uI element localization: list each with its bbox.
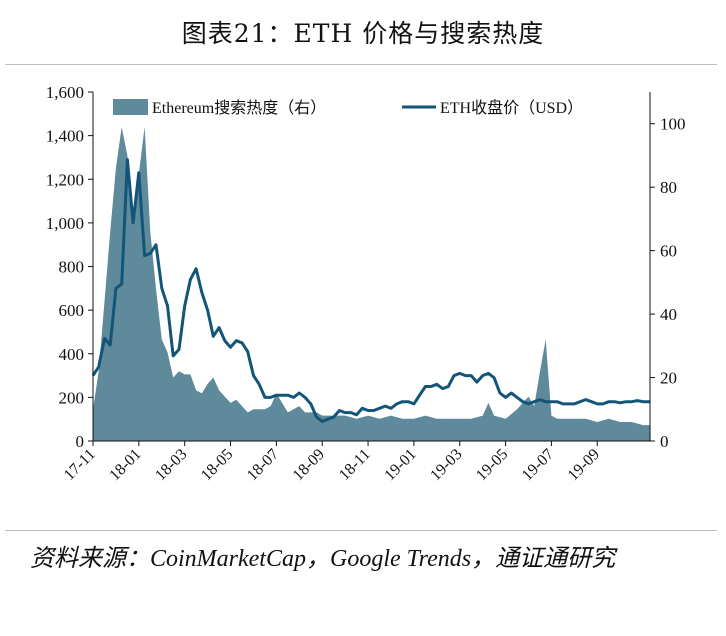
- title-divider: [5, 64, 717, 65]
- y-right-tick-label: 60: [660, 242, 677, 261]
- x-tick-label: 19-03: [427, 446, 465, 484]
- chart-canvas: 0 200 400 600 800 1,000 1,200 1,400 1,600 0 20 40 60…: [46, 83, 686, 484]
- y-left-tick-label: 1,600: [46, 83, 84, 102]
- y-left-tick-label: 1,200: [46, 170, 84, 189]
- y-right-tick-label: 80: [660, 178, 677, 197]
- x-tick-label: 19-01: [381, 446, 419, 484]
- search-heat-area: [93, 126, 650, 442]
- y-right-tick-label: 20: [660, 369, 677, 388]
- legend: Ethereum搜索热度（右） ETH收盘价（USD）: [113, 98, 583, 117]
- source-note: 资料来源：CoinMarketCap，Google Trends，通证通研究: [30, 546, 616, 572]
- y-right-tick-label: 0: [660, 432, 669, 451]
- x-tick-label: 18-09: [290, 446, 328, 484]
- source-divider: [5, 530, 717, 531]
- x-tick-label: 19-09: [565, 446, 603, 484]
- y-right-tick-label: 100: [660, 115, 686, 134]
- x-tick-label: 18-01: [106, 446, 144, 484]
- x-tick-label: 18-05: [198, 446, 236, 484]
- y-left-tick-label: 1,000: [46, 214, 84, 233]
- y-left-tick-label: 600: [59, 301, 85, 320]
- x-tick-label: 19-05: [473, 446, 511, 484]
- y-left-tick-label: 200: [59, 388, 85, 407]
- y-left-tick-label: 400: [59, 345, 85, 364]
- y-right-tick-label: 40: [660, 305, 677, 324]
- legend-swatch-search: [113, 99, 148, 115]
- legend-label-price: ETH收盘价（USD）: [440, 98, 583, 117]
- x-tick-label: 18-11: [336, 446, 374, 484]
- y-left-tick-label: 1,400: [46, 127, 84, 146]
- y-left-tick-label: 0: [76, 432, 85, 451]
- x-tick-label: 19-07: [519, 446, 557, 484]
- y-left-tick-label: 800: [59, 258, 85, 277]
- x-tick-label: 17-11: [61, 446, 99, 484]
- eth-price-line: [91, 158, 650, 423]
- legend-label-search: Ethereum搜索热度（右）: [152, 99, 326, 117]
- chart-title: 图表21：ETH 价格与搜索热度: [181, 19, 545, 48]
- x-tick-label: 18-03: [152, 446, 190, 484]
- x-tick-label: 18-07: [244, 446, 282, 484]
